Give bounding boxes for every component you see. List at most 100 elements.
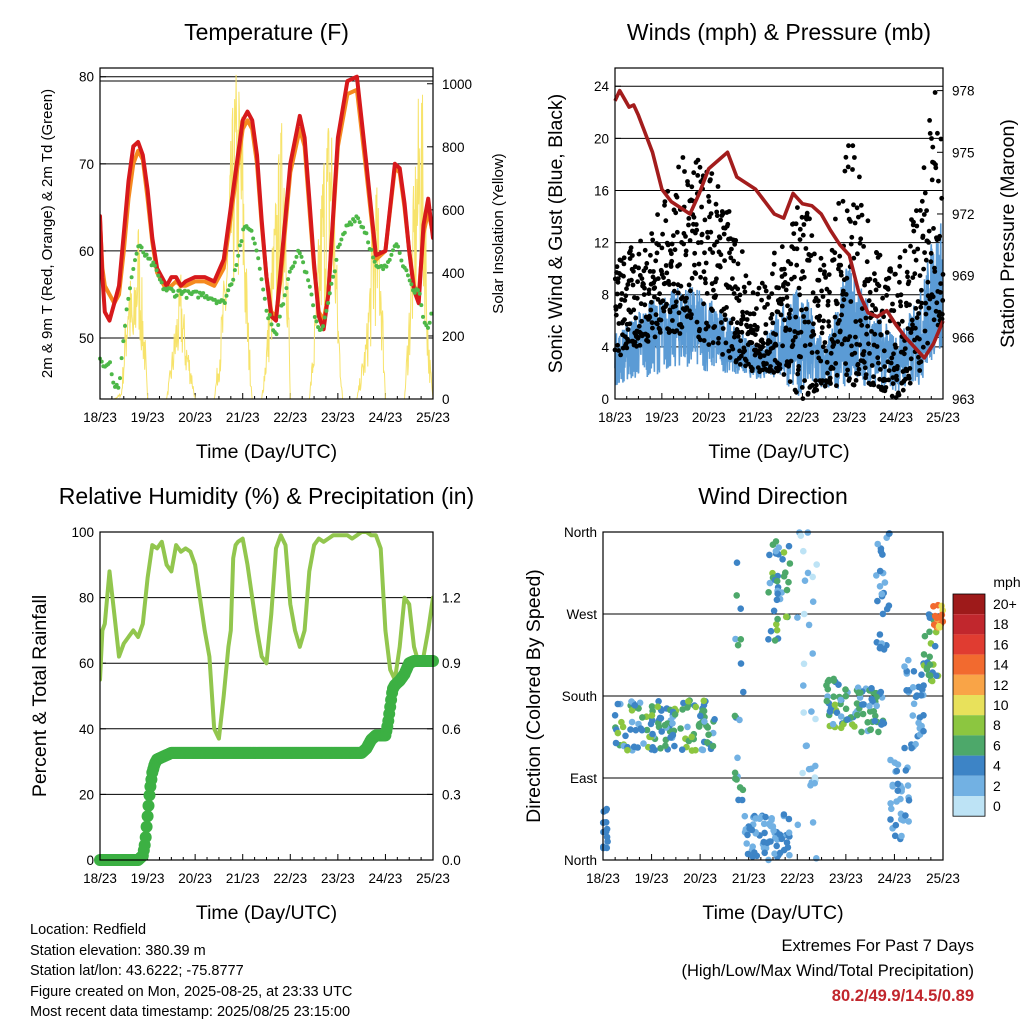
gust-point bbox=[704, 291, 710, 296]
dewpoint-point bbox=[379, 264, 384, 268]
gust-point bbox=[697, 326, 702, 332]
dewpoint-point bbox=[421, 314, 425, 319]
gust-point bbox=[654, 250, 660, 256]
legend-swatch bbox=[953, 715, 985, 736]
temperature-frame bbox=[99, 67, 434, 400]
direction-point bbox=[823, 697, 831, 705]
gust-point bbox=[787, 327, 793, 333]
direction-point bbox=[885, 530, 893, 537]
gust-point bbox=[824, 359, 830, 365]
direction-point bbox=[809, 573, 816, 581]
gust-point bbox=[907, 366, 913, 371]
direction-point bbox=[894, 761, 902, 768]
direction-point bbox=[618, 718, 625, 726]
gust-point bbox=[767, 339, 773, 345]
direction-point bbox=[933, 614, 940, 622]
gust-point bbox=[644, 261, 650, 266]
gust-point bbox=[781, 372, 787, 377]
gust-point bbox=[799, 214, 805, 220]
direction-point bbox=[602, 807, 610, 814]
gust-point bbox=[856, 371, 862, 377]
gust-point bbox=[645, 333, 651, 339]
gust-point bbox=[667, 309, 673, 315]
direction-point bbox=[648, 712, 656, 719]
gust-point bbox=[873, 307, 879, 313]
recent-text: Most recent data timestamp: 2025/08/25 2… bbox=[30, 1004, 351, 1020]
direction-point bbox=[837, 713, 845, 720]
y2-tick-label: 966 bbox=[952, 330, 975, 345]
x-axis-label: Time (Day/UTC) bbox=[708, 441, 849, 463]
dewpoint-point bbox=[369, 247, 374, 252]
dewpoint-point bbox=[139, 245, 144, 250]
x-tick-label: 21/23 bbox=[739, 410, 773, 425]
gust-point bbox=[872, 331, 878, 337]
gust-point bbox=[660, 298, 666, 304]
dewpoint-point bbox=[269, 322, 274, 327]
gust-point bbox=[922, 250, 927, 256]
gust-point bbox=[762, 284, 768, 290]
gust-point bbox=[803, 246, 809, 251]
x-tick-label: 19/23 bbox=[131, 871, 165, 886]
dewpoint-point bbox=[201, 291, 206, 296]
direction-point bbox=[876, 583, 884, 590]
direction-point bbox=[887, 756, 894, 764]
direction-point bbox=[634, 744, 641, 751]
gust-point bbox=[756, 285, 762, 291]
gust-point bbox=[696, 261, 702, 267]
gust-point bbox=[673, 299, 679, 305]
gust-point bbox=[698, 274, 703, 280]
y-tick-label: 0 bbox=[86, 853, 94, 868]
gust-point bbox=[908, 356, 914, 362]
gust-point bbox=[727, 355, 733, 360]
gust-point bbox=[788, 358, 794, 364]
gust-point bbox=[715, 184, 721, 189]
direction-point bbox=[880, 720, 888, 727]
gust-point bbox=[823, 275, 828, 280]
direction-point bbox=[746, 825, 753, 832]
legend-label: 16 bbox=[993, 636, 1009, 652]
gust-point bbox=[652, 294, 657, 300]
gust-point bbox=[875, 355, 881, 361]
legend-swatch bbox=[953, 634, 985, 655]
y-tick-label: 70 bbox=[79, 157, 94, 172]
gust-point bbox=[726, 348, 732, 354]
direction-point bbox=[869, 698, 876, 705]
dewpoint-point bbox=[406, 273, 410, 278]
gust-point bbox=[873, 287, 879, 293]
direction-point bbox=[657, 745, 664, 752]
direction-point bbox=[740, 688, 747, 696]
gust-point bbox=[926, 240, 931, 245]
x-tick-label: 21/23 bbox=[226, 871, 260, 886]
gust-point bbox=[687, 238, 693, 243]
gust-point bbox=[899, 318, 905, 324]
gust-point bbox=[807, 342, 813, 347]
x-tick-label: 24/23 bbox=[369, 871, 403, 886]
y-tick-label: 4 bbox=[601, 340, 609, 355]
direction-point bbox=[901, 744, 908, 752]
y2-axis-label: Solar Insolation (Yellow) bbox=[490, 153, 507, 313]
dewpoint-point bbox=[236, 253, 241, 258]
gust-point bbox=[689, 275, 695, 281]
gust-point bbox=[676, 310, 682, 316]
dewpoint-point bbox=[416, 288, 420, 293]
direction-point bbox=[778, 835, 786, 843]
dewpoint-series bbox=[98, 214, 434, 390]
direction-point bbox=[632, 726, 640, 734]
direction-point bbox=[926, 628, 933, 636]
direction-point bbox=[874, 597, 881, 605]
gust-point bbox=[876, 360, 881, 366]
gust-point bbox=[667, 282, 672, 287]
gust-point bbox=[744, 317, 750, 322]
dewpoint-point bbox=[226, 288, 231, 293]
gust-point bbox=[743, 358, 749, 363]
gust-point bbox=[799, 385, 805, 390]
gust-point bbox=[822, 383, 828, 389]
dewpoint-point bbox=[297, 251, 302, 256]
direction-point bbox=[688, 733, 695, 741]
x-tick-label: 22/23 bbox=[273, 871, 307, 886]
dewpoint-point bbox=[384, 264, 389, 269]
gust-point bbox=[919, 218, 925, 223]
gust-point bbox=[768, 315, 774, 321]
legend-swatch bbox=[953, 674, 985, 695]
gust-point bbox=[662, 202, 667, 208]
